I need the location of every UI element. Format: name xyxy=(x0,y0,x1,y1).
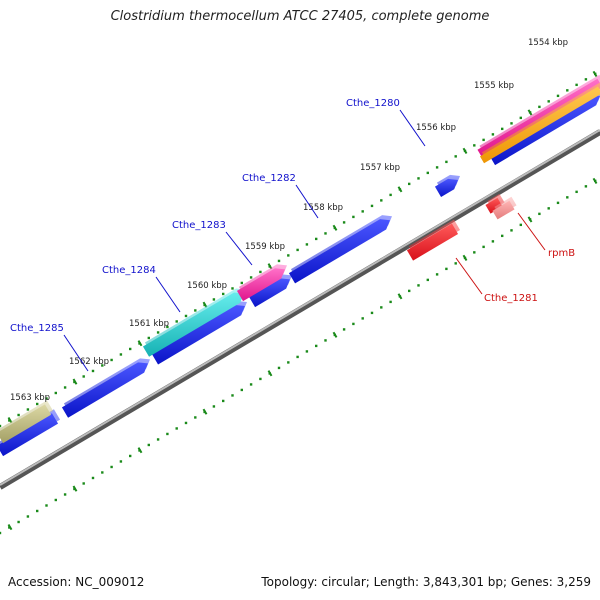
cds-forward-5 xyxy=(288,215,392,284)
cds-forward-4 xyxy=(248,274,292,308)
kbp-tick-label: 1557 kbp xyxy=(360,163,400,173)
gene-label: Cthe_1280 xyxy=(346,98,400,109)
kbp-tick-label: 1559 kbp xyxy=(245,242,285,252)
cds-orange xyxy=(479,82,600,164)
backbone-line xyxy=(0,129,600,490)
kbp-tick-label: 1556 kbp xyxy=(416,123,456,133)
cds-magenta-1 xyxy=(236,264,287,302)
gene-leader-line xyxy=(63,334,89,372)
cds-olive xyxy=(0,400,54,444)
kbp-tick-label: 1554 kbp xyxy=(528,38,568,48)
kbp-tick-label: 1561 kbp xyxy=(129,319,169,329)
cds-forward-3 xyxy=(151,300,247,365)
cds-reverse-cthe1281 xyxy=(406,219,461,261)
upper-dot-track xyxy=(0,72,597,428)
accession-text: Accession: NC_009012 xyxy=(8,575,145,589)
gene-label: rpmB xyxy=(548,248,575,259)
cds-forward-2 xyxy=(61,358,150,418)
gc-dot-tracks xyxy=(0,70,598,535)
gene-label: Cthe_1284 xyxy=(102,265,156,276)
map-title: Clostridium thermocellum ATCC 27405, com… xyxy=(110,9,490,24)
upper-major-ticks xyxy=(7,70,598,424)
gene-label: Cthe_1283 xyxy=(172,220,226,231)
gene-leader-line xyxy=(295,184,319,219)
annotation-labels: 1554 kbp 1555 kbp 1556 kbp 1557 kbp 1558 kbp… xyxy=(10,38,575,403)
kbp-tick-label: 1558 kbp xyxy=(303,203,343,213)
kbp-tick-label: 1560 kbp xyxy=(187,281,227,291)
gene-leader-line xyxy=(225,231,253,266)
kbp-tick-label: 1555 kbp xyxy=(474,81,514,91)
genome-summary-text: Topology: circular; Length: 3,843,301 bp… xyxy=(261,575,591,589)
kbp-tick-label: 1563 kbp xyxy=(10,393,50,403)
gene-leader-line xyxy=(517,212,546,251)
gene-leader-line xyxy=(399,109,426,147)
backbone-track xyxy=(0,129,600,490)
cds-forward-6 xyxy=(434,174,460,198)
cds-reverse-small xyxy=(485,193,505,214)
gene-leader-line xyxy=(455,257,483,295)
kbp-tick-label: 1562 kbp xyxy=(69,357,109,367)
rrna-rpmb xyxy=(492,196,517,220)
lower-major-ticks xyxy=(7,177,598,531)
cds-forward-1 xyxy=(0,409,61,457)
gene-label: Cthe_1282 xyxy=(242,173,296,184)
gene-label: Cthe_1285 xyxy=(10,323,64,334)
gene-label: Cthe_1281 xyxy=(484,293,538,304)
feature-tracks xyxy=(0,74,600,457)
gene-leader-line xyxy=(155,276,181,313)
cds-cyan xyxy=(142,288,246,357)
